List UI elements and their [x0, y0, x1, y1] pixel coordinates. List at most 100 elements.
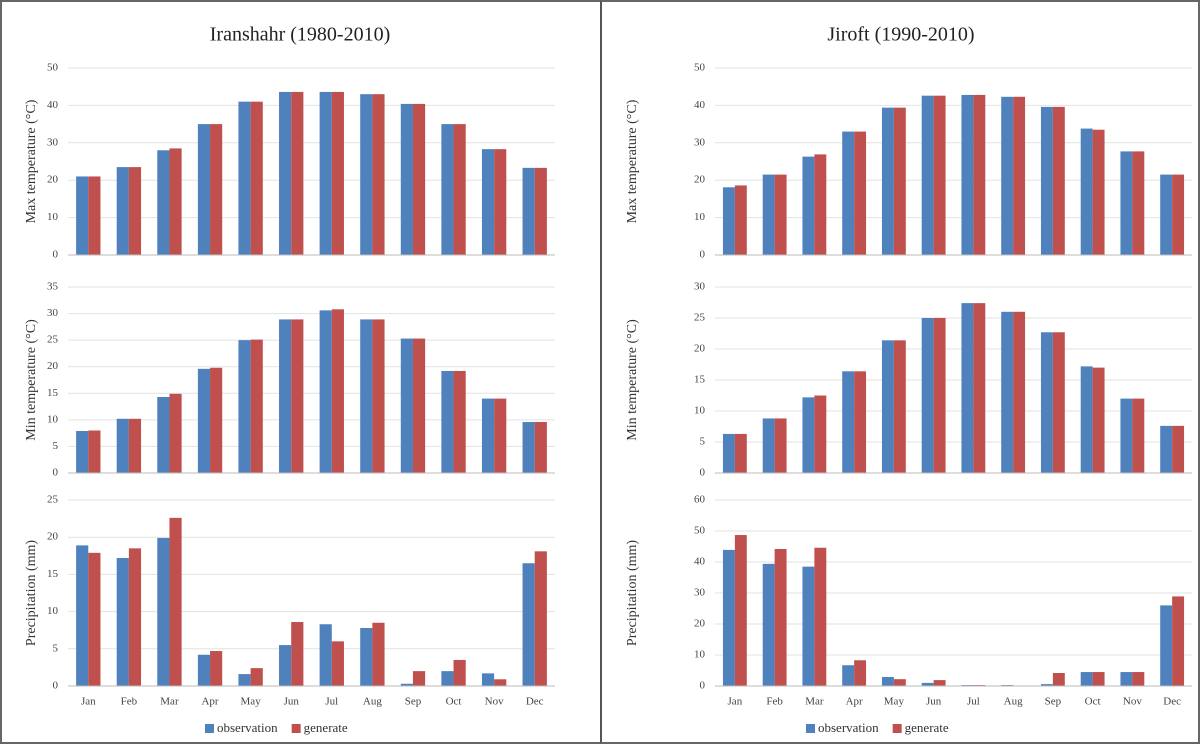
y-tick-label: 25	[47, 334, 59, 346]
bar	[881, 107, 894, 255]
bar	[1001, 96, 1014, 255]
bar	[722, 549, 735, 686]
legend-swatch	[892, 724, 902, 733]
x-tick-label: Sep	[1045, 696, 1062, 708]
bar	[802, 566, 815, 686]
bar	[372, 622, 385, 686]
bar	[169, 517, 182, 686]
bar	[238, 674, 251, 686]
bar	[842, 131, 855, 255]
y-tick-label: 25	[694, 312, 706, 324]
bar	[1160, 605, 1173, 686]
x-tick-label: Nov	[1123, 696, 1142, 708]
legend-label: generate	[304, 720, 348, 735]
bar	[210, 124, 223, 255]
bar	[400, 338, 413, 473]
bar	[881, 340, 894, 473]
bar	[762, 174, 775, 255]
bar	[1120, 151, 1133, 255]
bar	[893, 340, 906, 473]
y-tick-label: 0	[53, 467, 59, 479]
y-axis-label: Min temperature (°C)	[625, 319, 640, 441]
bar	[1092, 367, 1105, 473]
y-tick-label: 30	[694, 587, 706, 599]
bar	[961, 303, 974, 473]
bar	[400, 683, 413, 686]
y-tick-label: 10	[47, 605, 59, 617]
x-tick-label: Jun	[284, 696, 300, 708]
y-tick-label: 30	[47, 136, 59, 148]
x-tick-label: Feb	[121, 696, 138, 708]
y-tick-label: 30	[694, 136, 706, 148]
bar	[238, 340, 251, 473]
bar	[722, 187, 735, 255]
bar	[76, 545, 89, 686]
bar	[279, 645, 292, 686]
x-tick-label: Jul	[325, 696, 338, 708]
bar	[1080, 366, 1093, 473]
y-tick-label: 5	[700, 436, 706, 448]
y-axis-label: Precipitation (mm)	[625, 540, 640, 646]
bar	[157, 397, 170, 473]
bar	[1092, 672, 1105, 686]
bar	[197, 368, 211, 473]
x-tick-label: May	[884, 696, 905, 708]
bar	[1013, 311, 1026, 473]
bar	[1160, 174, 1173, 255]
x-tick-label: Oct	[1085, 696, 1101, 708]
bar	[250, 101, 263, 255]
y-tick-label: 10	[694, 211, 706, 223]
y-tick-label: 0	[700, 249, 706, 261]
legend-swatch	[806, 724, 815, 733]
bar	[802, 156, 815, 255]
bar	[481, 149, 495, 255]
bar	[441, 671, 454, 686]
y-axis-label: Max temperature (°C)	[24, 99, 39, 223]
bar	[88, 552, 101, 686]
y-tick-label: 0	[53, 680, 59, 692]
bar	[842, 371, 855, 473]
x-tick-label: Nov	[485, 696, 504, 708]
y-tick-label: 40	[694, 556, 706, 568]
y-tick-label: 15	[47, 568, 59, 580]
bar	[116, 558, 129, 686]
bar	[1040, 332, 1053, 473]
bar	[802, 397, 815, 473]
bar	[961, 94, 974, 255]
bar	[481, 673, 495, 686]
bar	[1172, 174, 1185, 255]
bar	[854, 131, 867, 255]
bar	[453, 124, 466, 255]
y-tick-label: 30	[47, 307, 59, 319]
bar	[412, 671, 426, 686]
bar	[453, 659, 466, 686]
bar	[814, 547, 827, 686]
bar	[88, 176, 101, 255]
bar	[973, 94, 986, 255]
bar	[360, 319, 373, 473]
bar	[1052, 106, 1065, 255]
x-tick-label: Apr	[846, 696, 863, 708]
bar	[250, 339, 263, 473]
bar	[279, 91, 292, 255]
bar	[522, 167, 535, 255]
bar	[291, 319, 304, 473]
y-tick-label: 15	[694, 374, 706, 386]
bar	[1132, 151, 1145, 255]
y-tick-label: 10	[47, 413, 59, 425]
x-tick-label: Apr	[201, 696, 218, 708]
x-tick-label: Jul	[967, 696, 980, 708]
bar	[933, 680, 946, 686]
bar	[331, 309, 344, 473]
bar	[360, 627, 373, 686]
bar	[774, 418, 787, 473]
bar	[893, 107, 906, 255]
x-tick-label: Sep	[405, 696, 422, 708]
bar	[734, 185, 747, 255]
y-tick-label: 5	[53, 440, 59, 452]
bar	[774, 174, 787, 255]
y-tick-label: 35	[47, 281, 59, 293]
y-tick-label: 50	[694, 525, 706, 537]
x-tick-label: Jan	[81, 696, 96, 708]
